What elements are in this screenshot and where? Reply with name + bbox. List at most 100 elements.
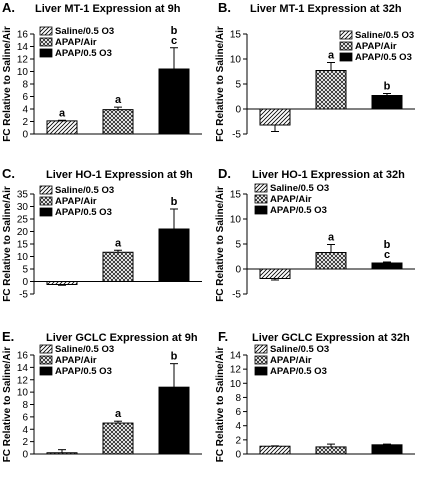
y-tick-label: 10 [230,215,242,226]
bar [371,95,403,110]
chart-panel-d: D. Liver HO-1 Expression at 32h -5 0 5 10 15 FC… [215,166,415,302]
bar [46,281,78,285]
legend-label: APAP/0.5 O3 [55,207,112,218]
y-tick-label: 10 [17,67,29,78]
y-tick-label: 10 [17,252,29,263]
y-tick-label: 0 [235,450,241,461]
legend-swatch [254,205,268,215]
legend-swatch [39,366,53,376]
panel-label: A. [2,0,15,15]
y-tick-label: 12 [17,375,29,386]
legend-label: Saline/0.5 O3 [270,183,329,194]
y-tick-label: 0 [22,450,28,461]
panel-label: B. [218,0,231,15]
bar [158,228,190,282]
y-tick-label: 30 [17,202,29,213]
legend-label: APAP/0.5 O3 [270,205,327,216]
chart-title: Liver GCLC Expression at 9h [46,332,198,344]
legend-swatch [339,30,353,40]
legend-swatch [254,194,268,204]
y-tick-label: 8 [22,400,28,411]
legend-label: Saline/0.5 O3 [270,344,329,355]
bar [46,452,78,455]
y-tick-label: 2 [235,435,241,446]
bar [371,444,403,455]
legend-label: Saline/0.5 O3 [55,26,114,37]
bar [158,68,190,135]
y-tick-label: 6 [235,407,241,418]
significance-label: b [171,25,178,37]
legend-swatch [39,37,53,47]
y-tick-label: 5 [235,240,241,251]
chart-title: Liver MT-1 Expression at 32h [250,3,402,15]
bar [315,252,347,270]
y-axis-label: FC Relative to Saline/Air [2,347,13,463]
chart-title: Liver MT-1 Expression at 9h [35,3,181,15]
legend-label: Saline/0.5 O3 [355,30,414,41]
legend-label: APAP/Air [55,37,97,48]
legend-label: APAP/Air [270,355,312,366]
panel-label: D. [218,166,231,181]
y-tick-label: 14 [230,351,242,362]
bar [315,446,347,455]
bar [259,445,291,455]
significance-label: c [384,249,390,261]
y-tick-label: 5 [235,80,241,91]
legend-swatch [254,366,268,376]
legend-swatch [254,355,268,365]
legend-label: Saline/0.5 O3 [55,185,114,196]
legend-label: APAP/0.5 O3 [355,52,412,63]
chart-title: Liver GCLC Expression at 32h [252,332,410,344]
y-axis-label: FC Relative to Saline/Air [2,26,13,142]
legend-label: Saline/0.5 O3 [55,344,114,355]
y-tick-label: 10 [230,55,242,66]
significance-label: b [384,239,391,251]
significance-label: b [384,81,391,93]
y-axis-label: FC Relative to Saline/Air [215,347,226,463]
bar [46,120,78,135]
legend-swatch [39,207,53,217]
legend-label: APAP/Air [55,355,97,366]
legend-label: APAP/0.5 O3 [55,48,112,59]
y-tick-label: -5 [232,290,241,301]
y-tick-label: 10 [17,388,29,399]
y-tick-label: 4 [235,421,241,432]
legend-swatch [39,48,53,58]
y-tick-label: 0 [235,265,241,276]
y-axis-label: FC Relative to Saline/Air [2,186,13,302]
legend-swatch [39,196,53,206]
y-tick-label: -5 [232,130,241,141]
legend-label: APAP/Air [270,194,312,205]
legend-swatch [254,183,268,193]
significance-label: a [328,232,335,244]
legend-swatch [39,185,53,195]
bar [315,70,347,110]
y-tick-label: 8 [22,80,28,91]
y-tick-label: 5 [22,265,28,276]
panel-label: E. [2,329,14,344]
y-tick-label: -5 [19,290,28,301]
significance-label: b [171,351,178,363]
legend-swatch [339,52,353,62]
significance-label: a [328,50,335,62]
y-tick-label: 12 [230,365,242,376]
y-tick-label: 6 [22,92,28,103]
y-tick-label: 15 [230,190,242,201]
bar [102,422,134,455]
significance-label: c [171,35,177,47]
y-tick-label: 4 [22,425,28,436]
chart-title: Liver HO-1 Expression at 9h [46,169,193,181]
legend-label: APAP/Air [355,41,397,52]
y-tick-label: 14 [17,363,29,374]
significance-label: a [115,408,122,420]
panel-label: C. [2,166,15,181]
